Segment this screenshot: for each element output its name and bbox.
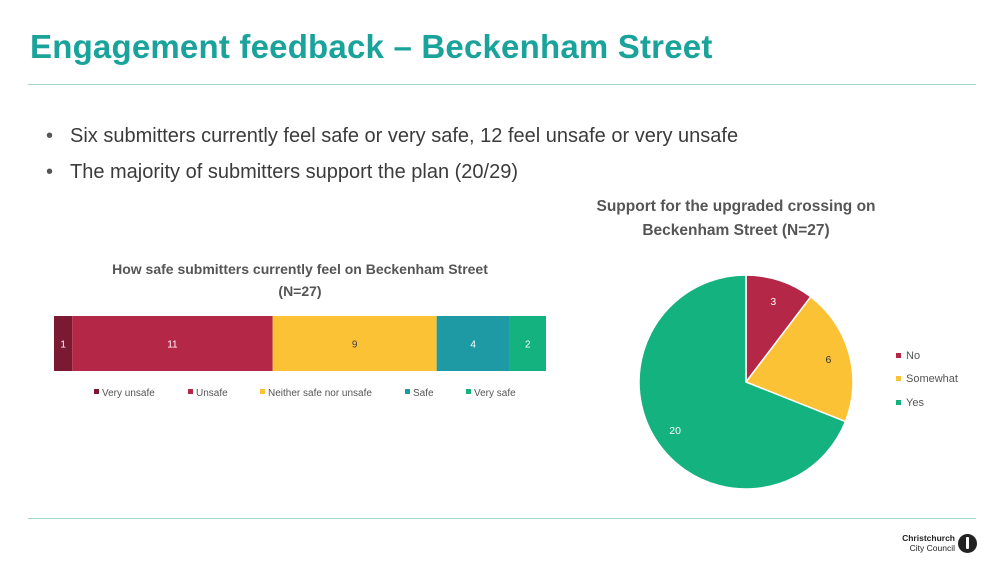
legend-swatch — [405, 389, 410, 394]
bar-data-label: 9 — [352, 340, 358, 351]
legend-label: Safe — [413, 388, 434, 399]
legend-label: No — [906, 350, 920, 362]
legend-swatch — [94, 389, 99, 394]
legend-swatch — [896, 376, 901, 381]
pie-slice-yes — [638, 274, 847, 490]
logo-line-2: City Council — [909, 543, 955, 553]
legend-label: Somewhat — [906, 373, 958, 385]
pie-data-label: 6 — [826, 354, 832, 366]
legend-label: Unsafe — [196, 388, 228, 399]
pie-slice-somewhat — [744, 295, 854, 423]
bar-segment-unsafe — [72, 316, 273, 371]
bar-data-label: 4 — [470, 340, 476, 351]
legend-swatch — [896, 353, 901, 358]
legend-swatch — [188, 389, 193, 394]
legend-label: Neither safe nor unsafe — [268, 388, 372, 399]
legend-label: Very unsafe — [102, 388, 155, 399]
logo-line-1: Christchurch — [902, 533, 955, 543]
pie-data-label: 20 — [669, 425, 681, 437]
legend-swatch — [260, 389, 265, 394]
bar-data-label: 2 — [525, 340, 531, 351]
bar-data-label: 11 — [167, 340, 178, 351]
bullet-item: The majority of submitters support the p… — [44, 154, 738, 190]
bar-segment-very-safe — [509, 316, 546, 371]
bullet-list: Six submitters currently feel safe or ve… — [44, 118, 738, 190]
bar-segment-very-unsafe — [54, 316, 73, 371]
council-logo: Christchurch City Council — [893, 533, 977, 555]
pie-chart-title: Support for the upgraded crossing on Bec… — [596, 198, 876, 239]
bar-chart-title: How safe submitters currently feel on Be… — [112, 261, 488, 299]
pie-slice-no — [745, 274, 812, 385]
bar-segment-neither-safe-nor-unsafe — [272, 316, 437, 371]
pie-data-label: 3 — [770, 296, 776, 308]
slide-title: Engagement feedback – Beckenham Street — [30, 28, 713, 65]
footer-divider — [28, 518, 976, 519]
logo-mark-icon — [958, 534, 977, 553]
bar-data-label: 1 — [60, 340, 66, 351]
legend-swatch — [466, 389, 471, 394]
legend-label: Very safe — [474, 388, 516, 399]
title-divider — [28, 84, 976, 85]
legend-swatch — [896, 400, 901, 405]
bullet-item: Six submitters currently feel safe or ve… — [44, 118, 738, 154]
bar-segment-safe — [436, 316, 510, 371]
legend-label: Yes — [906, 397, 924, 409]
